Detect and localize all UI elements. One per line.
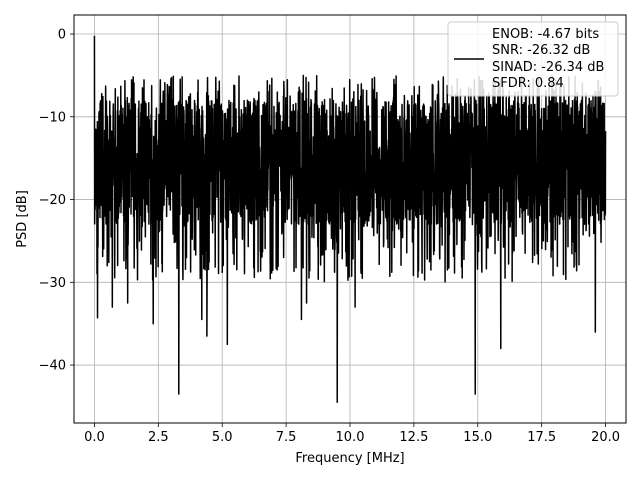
y-tick-label: 0 [58,28,66,43]
legend: ENOB: -4.67 bits SNR: -26.32 dB SINAD: -… [447,21,619,97]
legend-line-snr: SNR: -26.32 dB [492,43,590,58]
legend-line-enob: ENOB: -4.67 bits [492,27,599,42]
x-tick-label: 17.5 [527,430,556,445]
legend-box [447,21,619,97]
x-tick-label: 10.0 [336,430,365,445]
x-tick-label: 2.5 [148,430,169,445]
x-tick-label: 15.0 [463,430,492,445]
x-tick-label: 7.5 [276,430,297,445]
series-psd [93,35,607,404]
x-axis: 0.0 2.5 5.0 7.5 10.0 12.5 15.0 17.5 20.0 [84,423,620,445]
x-axis-label: Frequency [MHz] [295,451,404,466]
y-tick-label: −40 [39,359,66,374]
legend-line-sinad: SINAD: -26.34 dB [492,60,604,75]
y-axis-label: PSD [dB] [15,190,30,248]
y-tick-label: −10 [39,110,66,125]
y-tick-label: −20 [39,193,66,208]
x-tick-label: 5.0 [212,430,233,445]
x-tick-label: 20.0 [591,430,620,445]
legend-line-sfdr: SFDR: 0.84 [492,76,564,91]
psd-trace [93,35,607,404]
y-tick-label: −30 [39,276,66,291]
x-tick-label: 0.0 [84,430,105,445]
y-axis: 0 −10 −20 −30 −40 [39,28,74,374]
x-tick-label: 12.5 [399,430,428,445]
